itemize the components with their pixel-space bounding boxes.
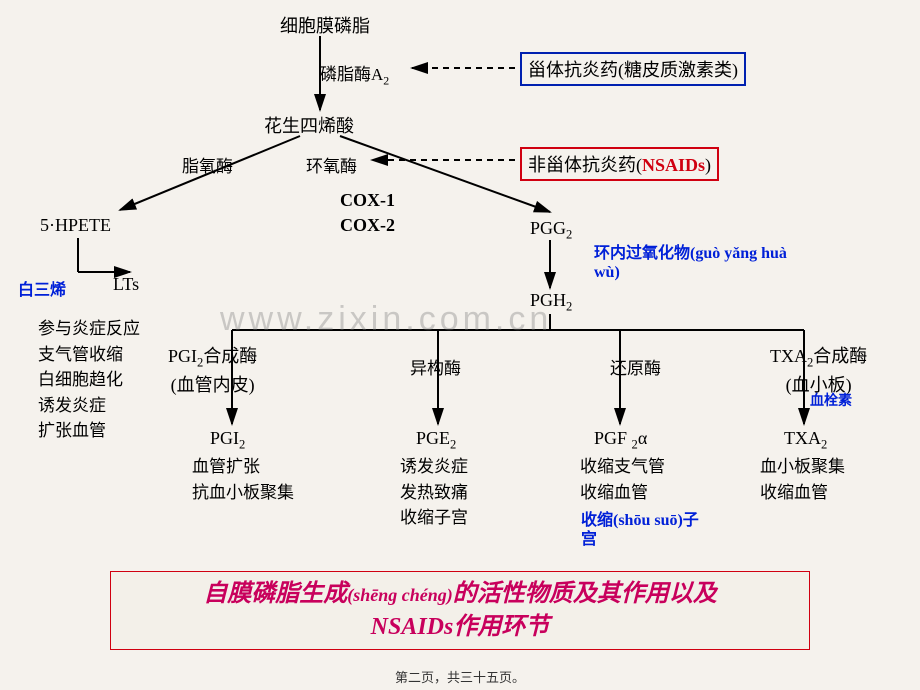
effects-pge2: 诱发炎症发热致痛收缩子宫 (400, 454, 468, 531)
node-n_cox2: COX-2 (340, 215, 395, 236)
footer-text: 第二页，共三十五页。 (395, 670, 525, 685)
node-n_pgi2syn: PGI2合成酶(血管内皮) (168, 342, 257, 397)
effect-line: 参与炎症反应 (38, 316, 140, 342)
node-n_txa2syn: TXA2合成酶(血小板) (770, 342, 867, 397)
page-footer: 第二页，共三十五页。 (0, 667, 920, 686)
annot-thromboxane: 血栓素 (810, 390, 852, 410)
node-n_arachidonic: 花生四烯酸 (264, 112, 354, 138)
watermark-text: www.zixin.com.cn (220, 300, 552, 338)
node-n_pgf2a: PGF 2α (594, 428, 647, 453)
node-n_membrane: 细胞膜磷脂 (280, 12, 370, 38)
annot-shousuo-text: 收缩(shōu suō)子宫 (581, 512, 699, 548)
node-n_isomerase: 异构酶 (410, 354, 461, 379)
effect-line: 发热致痛 (400, 480, 468, 506)
effects-pgf2a: 收缩支气管收缩血管 (580, 454, 665, 505)
effect-line: 抗血小板聚集 (192, 480, 294, 506)
box-nsaid-prefix: 非甾体抗炎药( (528, 155, 642, 175)
effect-line: 白细胞趋化 (38, 367, 140, 393)
node-n_5hpete: 5·HPETE (40, 215, 111, 236)
effect-line: 诱发炎症 (400, 454, 468, 480)
node-n_reductase: 还原酶 (610, 354, 661, 379)
box-nsaid-highlight: NSAIDs (642, 155, 705, 175)
node-n_lts: LTs (113, 274, 139, 295)
effect-line: 收缩血管 (580, 480, 665, 506)
box-nsaid: 非甾体抗炎药(NSAIDs) (520, 147, 719, 181)
effects-lts: 参与炎症反应支气管收缩白细胞趋化诱发炎症扩张血管 (38, 316, 140, 444)
effects-txa2: 血小板聚集收缩血管 (760, 454, 845, 505)
effect-line: 支气管收缩 (38, 342, 140, 368)
annot-thromboxane-text: 血栓素 (810, 394, 852, 409)
effect-line: 收缩支气管 (580, 454, 665, 480)
title-pinyin: (shēng chéng) (347, 585, 453, 605)
effects-pgi2: 血管扩张抗血小板聚集 (192, 454, 294, 505)
effect-line: 诱发炎症 (38, 393, 140, 419)
annot-leukotriene-text: 白三烯 (18, 282, 66, 299)
node-n_pgg2: PGG2 (530, 218, 572, 243)
effect-line: 收缩血管 (760, 480, 845, 506)
node-n_pgi2: PGI2 (210, 428, 245, 453)
annot-endoperoxide-text: 环内过氧化物(guò yǎng huà wù) (594, 245, 787, 281)
annot-endoperoxide: 环内过氧化物(guò yǎng huà wù) (594, 244, 794, 282)
title-line2: NSAIDs作用环节 (371, 614, 550, 640)
box-nsaid-suffix: ) (705, 155, 711, 175)
title-banner: 自膜磷脂生成(shēng chéng)的活性物质及其作用以及 NSAIDs作用环… (110, 571, 810, 650)
effect-line: 扩张血管 (38, 418, 140, 444)
effect-line: 血管扩张 (192, 454, 294, 480)
title-line1-prefix: 自膜磷脂生成 (203, 581, 347, 607)
title-line1-suffix: 的活性物质及其作用以及 (453, 581, 717, 607)
effect-line: 收缩子宫 (400, 505, 468, 531)
node-n_cox: 环氧酶 (306, 152, 357, 177)
node-n_phospholipase: 磷脂酶A2 (320, 60, 389, 88)
node-n_lipoxygenase: 脂氧酶 (182, 152, 233, 177)
annot-shousuo: 收缩(shōu suō)子宫 (581, 511, 711, 549)
watermark: www.zixin.com.cn (220, 300, 552, 339)
node-n_cox1: COX-1 (340, 190, 395, 211)
annot-leukotriene: 白三烯 (18, 276, 66, 300)
effect-line: 血小板聚集 (760, 454, 845, 480)
node-n_pge2: PGE2 (416, 428, 456, 453)
box-steroid-antiinflam: 甾体抗炎药(糖皮质激素类) (520, 52, 746, 86)
node-n_txa2: TXA2 (784, 428, 827, 453)
box-steroid-text: 甾体抗炎药(糖皮质激素类) (528, 60, 738, 80)
diagram-root: 细胞膜磷脂磷脂酶A2 花生四烯酸脂氧酶 环氧酶 COX-1 COX-2 5·HPETE LT… (0, 0, 920, 690)
